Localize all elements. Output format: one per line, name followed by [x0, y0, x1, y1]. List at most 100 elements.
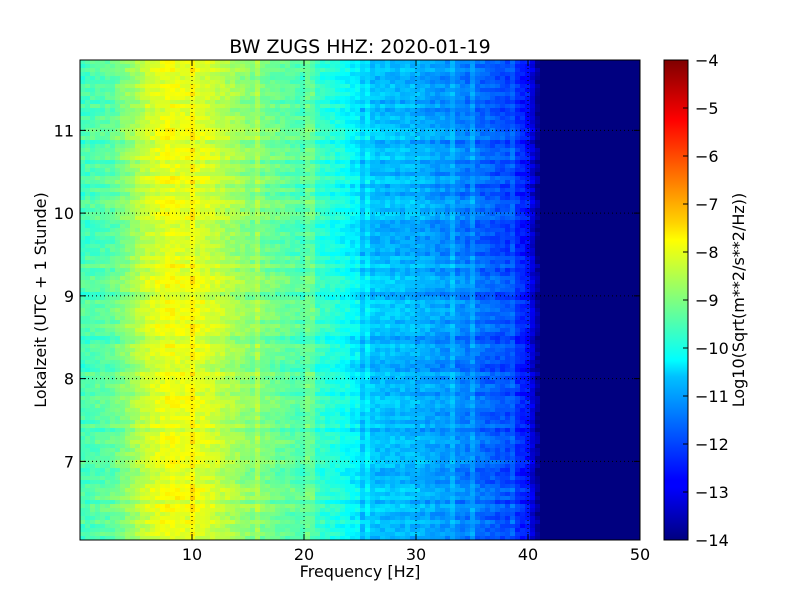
heatmap-cell — [155, 160, 161, 165]
heatmap-cell — [345, 176, 351, 181]
heatmap-cell — [225, 92, 231, 97]
heatmap-cell — [375, 76, 381, 81]
heatmap-cell — [305, 108, 311, 113]
heatmap-cell — [315, 160, 321, 165]
heatmap-cell — [600, 136, 606, 141]
heatmap-cell — [130, 212, 136, 217]
heatmap-cell — [475, 200, 481, 205]
heatmap-cell — [530, 100, 536, 105]
heatmap-cell — [510, 72, 516, 77]
heatmap-cell — [620, 76, 626, 81]
heatmap-cell — [525, 228, 531, 233]
heatmap-cell — [625, 204, 631, 209]
heatmap-cell — [625, 180, 631, 185]
heatmap-cell — [320, 232, 326, 237]
heatmap-cell — [190, 76, 196, 81]
heatmap-cell — [570, 132, 576, 137]
heatmap-cell — [465, 136, 471, 141]
heatmap-cell — [195, 164, 201, 169]
heatmap-cell — [445, 212, 451, 217]
heatmap-cell — [340, 132, 346, 137]
heatmap-cell — [470, 176, 476, 181]
heatmap-cell — [205, 120, 211, 125]
heatmap-cell — [450, 68, 456, 73]
heatmap-cell — [295, 116, 301, 121]
heatmap-cell — [120, 68, 126, 73]
heatmap-cell — [510, 196, 516, 201]
heatmap-cell — [275, 144, 281, 149]
heatmap-cell — [450, 64, 456, 69]
heatmap-cell — [615, 80, 621, 85]
heatmap-cell — [460, 156, 466, 161]
heatmap-cell — [370, 200, 376, 205]
heatmap-cell — [400, 72, 406, 77]
heatmap-cell — [100, 60, 106, 65]
heatmap-cell — [550, 184, 556, 189]
heatmap-cell — [275, 124, 281, 129]
heatmap-cell — [165, 96, 171, 101]
heatmap-cell — [85, 132, 91, 137]
heatmap-cell — [575, 176, 581, 181]
heatmap-cell — [400, 148, 406, 153]
heatmap-cell — [615, 216, 621, 221]
heatmap-cell — [115, 208, 121, 213]
heatmap-cell — [450, 180, 456, 185]
heatmap-cell — [125, 128, 131, 133]
heatmap-cell — [520, 72, 526, 77]
heatmap-cell — [325, 84, 331, 89]
heatmap-cell — [330, 124, 336, 129]
heatmap-cell — [355, 108, 361, 113]
heatmap-cell — [195, 232, 201, 237]
heatmap-cell — [80, 160, 86, 165]
heatmap-cell — [450, 212, 456, 217]
heatmap-cell — [250, 224, 256, 229]
heatmap-cell — [230, 152, 236, 157]
heatmap-cell — [270, 148, 276, 153]
heatmap-cell — [150, 140, 156, 145]
heatmap-cell — [205, 140, 211, 145]
heatmap-cell — [180, 124, 186, 129]
heatmap-cell — [385, 176, 391, 181]
heatmap-cell — [360, 100, 366, 105]
heatmap-cell — [175, 208, 181, 213]
heatmap-cell — [165, 224, 171, 229]
heatmap-cell — [500, 220, 506, 225]
heatmap-cell — [405, 132, 411, 137]
heatmap-cell — [600, 92, 606, 97]
heatmap-cell — [450, 96, 456, 101]
heatmap-cell — [545, 80, 551, 85]
heatmap-cell — [300, 196, 306, 201]
heatmap-cell — [395, 220, 401, 225]
heatmap-cell — [310, 196, 316, 201]
heatmap-cell — [605, 124, 611, 129]
heatmap-cell — [140, 232, 146, 237]
heatmap-cell — [580, 168, 586, 173]
heatmap-cell — [320, 236, 326, 241]
heatmap-cell — [90, 112, 96, 117]
heatmap-cell — [320, 188, 326, 193]
heatmap-cell — [445, 72, 451, 77]
heatmap-cell — [480, 148, 486, 153]
heatmap-cell — [590, 88, 596, 93]
heatmap-cell — [85, 204, 91, 209]
heatmap-cell — [630, 224, 636, 229]
heatmap-cell — [625, 196, 631, 201]
heatmap-cell — [250, 220, 256, 225]
heatmap-cell — [105, 68, 111, 73]
heatmap-cell — [300, 132, 306, 137]
heatmap-cell — [470, 92, 476, 97]
heatmap-cell — [210, 164, 216, 169]
heatmap-cell — [555, 76, 561, 81]
heatmap-cell — [620, 108, 626, 113]
heatmap-cell — [330, 92, 336, 97]
heatmap-cell — [540, 228, 546, 233]
heatmap-cell — [225, 188, 231, 193]
heatmap-cell — [335, 88, 341, 93]
heatmap-cell — [625, 132, 631, 137]
heatmap-cell — [120, 212, 126, 217]
heatmap-cell — [500, 140, 506, 145]
heatmap-cell — [310, 172, 316, 177]
heatmap-cell — [420, 164, 426, 169]
heatmap-cell — [475, 124, 481, 129]
heatmap-cell — [225, 228, 231, 233]
